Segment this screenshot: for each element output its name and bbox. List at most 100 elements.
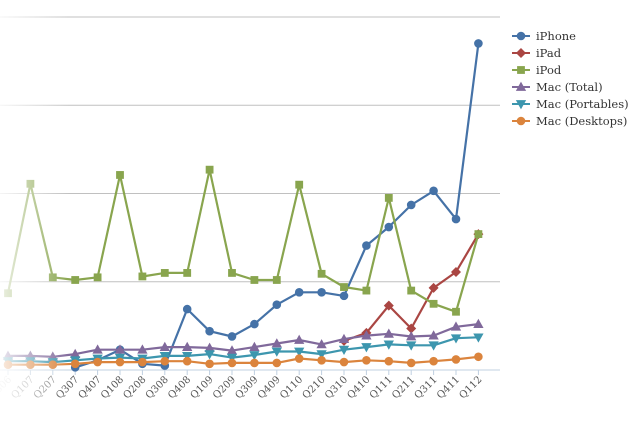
data-point [92, 344, 103, 354]
data-point [428, 330, 439, 340]
data-point [429, 356, 438, 366]
x-tick-label: Q409 [256, 374, 283, 401]
data-point [294, 354, 304, 363]
series-mac-total [2, 318, 484, 361]
data-point [249, 351, 260, 361]
data-point [383, 328, 394, 338]
legend: iPhone iPad iPod Mac (Total) Mac (Portables)… [512, 28, 629, 130]
data-point [452, 307, 460, 316]
legend-symbol [512, 100, 530, 110]
data-point [429, 299, 438, 308]
data-point [228, 269, 236, 277]
data-point [160, 356, 170, 366]
x-tick-label: Q111 [368, 374, 395, 401]
left-fade-overlay [0, 0, 70, 444]
data-point [450, 334, 462, 344]
data-point [271, 338, 282, 348]
legend-marker [517, 66, 525, 74]
data-point [272, 358, 282, 368]
data-point [138, 357, 147, 367]
x-tick-label: Q211 [390, 374, 417, 401]
legend-symbol [512, 47, 530, 59]
data-point [116, 171, 124, 179]
data-point [316, 339, 327, 349]
series-line-ipod [6, 168, 480, 313]
data-point [338, 345, 350, 356]
data-point [362, 286, 371, 295]
data-point [115, 357, 125, 367]
data-point [339, 357, 349, 367]
legend-item-mac-total[interactable]: Mac (Total) [512, 79, 629, 96]
data-point [361, 330, 372, 340]
data-point [407, 286, 416, 295]
data-point [227, 332, 237, 341]
data-point [137, 344, 148, 354]
data-point [406, 358, 416, 368]
data-point [406, 341, 417, 351]
legend-label: Mac (Total) [536, 80, 603, 94]
data-point [250, 276, 259, 284]
data-point [93, 357, 102, 367]
data-point [428, 341, 439, 351]
data-point [294, 347, 305, 357]
legend-symbol [512, 81, 530, 91]
data-point [474, 352, 483, 362]
legend-item-ipad[interactable]: iPad [512, 45, 629, 62]
legend-label: iPad [536, 46, 562, 60]
series-layer [2, 39, 484, 372]
data-point [450, 267, 462, 278]
data-point [249, 341, 260, 351]
legend-item-iphone[interactable]: iPhone [512, 28, 629, 45]
data-point [362, 241, 371, 250]
series-iphone [70, 39, 483, 372]
data-point [182, 341, 193, 351]
data-point [384, 356, 394, 366]
x-tick-label: Q209 [211, 374, 238, 401]
x-tick-label: Q308 [144, 374, 171, 401]
x-axis: Q306Q107Q207Q307Q407Q108Q208Q308Q408Q109… [0, 369, 500, 401]
x-tick-label: Q311 [413, 374, 440, 401]
data-point [294, 288, 304, 297]
data-point [71, 276, 80, 284]
data-point [205, 165, 214, 174]
x-tick-label: Q407 [77, 374, 104, 401]
x-tick-label: Q310 [323, 374, 350, 401]
data-point [406, 331, 417, 341]
data-point [428, 282, 439, 293]
data-point [271, 347, 282, 357]
data-point [250, 319, 259, 329]
legend-label: Mac (Desktops) [536, 114, 628, 128]
gridlines [0, 16, 500, 371]
data-point [250, 358, 259, 368]
data-point [205, 326, 214, 336]
data-point [295, 180, 304, 189]
data-point [406, 200, 416, 210]
legend-item-ipod[interactable]: iPod [512, 62, 629, 79]
legend-item-mac-portables[interactable]: Mac (Portables) [512, 96, 629, 113]
data-point [451, 355, 461, 364]
data-point [159, 351, 170, 362]
data-point [450, 321, 462, 331]
data-point [338, 333, 350, 344]
legend-marker [516, 31, 526, 41]
x-tick-label: Q408 [166, 374, 193, 401]
x-tick-label: Q210 [301, 374, 328, 401]
data-point [182, 304, 192, 314]
legend-label: Mac (Portables) [536, 97, 629, 111]
legend-item-mac-desktops[interactable]: Mac (Desktops) [512, 113, 629, 130]
data-point [227, 358, 237, 368]
data-point [317, 355, 326, 365]
data-point [182, 351, 193, 362]
legend-symbol [512, 31, 530, 41]
data-point [383, 340, 394, 350]
data-point [384, 222, 394, 232]
legend-marker [516, 116, 526, 126]
legend-marker [515, 81, 527, 91]
data-point [361, 343, 372, 353]
data-point [226, 353, 238, 363]
x-tick-label: Q110 [278, 374, 305, 401]
x-tick-label: Q309 [233, 374, 260, 401]
data-point [93, 273, 102, 282]
x-tick-label: Q410 [345, 374, 372, 401]
